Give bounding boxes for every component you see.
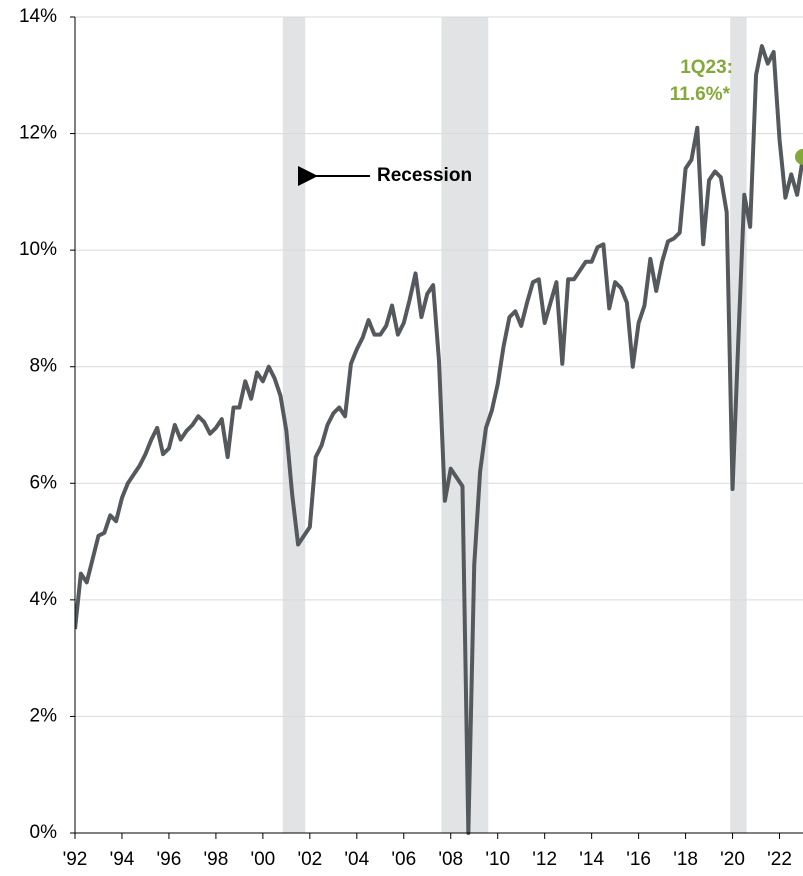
y-tick-label: 8% bbox=[30, 356, 58, 377]
y-tick-label: 0% bbox=[30, 822, 58, 843]
y-tick-label: 10% bbox=[19, 239, 57, 260]
x-tick-label: '98 bbox=[204, 849, 229, 870]
x-tick-label: '18 bbox=[673, 849, 698, 870]
x-tick-label: '10 bbox=[485, 849, 510, 870]
x-tick-label: '00 bbox=[250, 849, 275, 870]
x-tick-label: '08 bbox=[438, 849, 463, 870]
x-tick-label: '06 bbox=[391, 849, 416, 870]
x-tick-label: '12 bbox=[532, 849, 557, 870]
x-tick-label: '92 bbox=[63, 849, 88, 870]
x-tick-label: '22 bbox=[767, 849, 792, 870]
recession-bands bbox=[282, 17, 747, 833]
y-tick-label: 12% bbox=[19, 123, 57, 144]
last-label: 11.6%* bbox=[670, 84, 731, 105]
x-tick-label: '16 bbox=[626, 849, 651, 870]
x-tick-label: '96 bbox=[157, 849, 182, 870]
recession-label: Recession bbox=[377, 165, 472, 186]
last-point bbox=[795, 148, 803, 165]
y-tick-label: 6% bbox=[30, 472, 58, 493]
y-tick-label: 2% bbox=[30, 705, 58, 726]
axes: 0% 2% 4% 6% 8% 10% 12% 14% '92 '94 '96 '98 '00 '02 '04… bbox=[19, 6, 803, 870]
plot-area bbox=[75, 44, 803, 835]
x-tick-label: '04 bbox=[344, 849, 369, 870]
series-line bbox=[75, 44, 803, 835]
last-label: 1Q23: bbox=[680, 57, 733, 78]
x-tick-label: '94 bbox=[110, 849, 135, 870]
x-tick-label: '20 bbox=[720, 849, 745, 870]
grid bbox=[75, 16, 803, 834]
y-tick-label: 4% bbox=[30, 589, 58, 610]
y-tick-label: 14% bbox=[19, 6, 57, 27]
x-tick-label: '02 bbox=[297, 849, 322, 870]
recession-band bbox=[282, 17, 306, 833]
x-tick-label: '14 bbox=[579, 849, 604, 870]
